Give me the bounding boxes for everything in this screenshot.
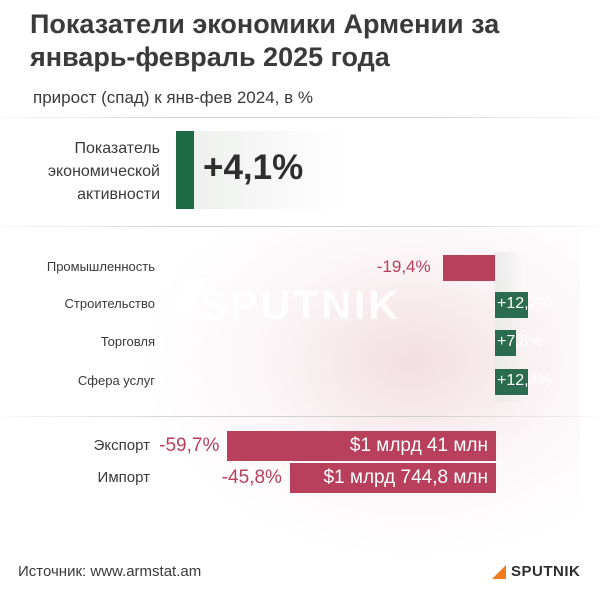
top-divider (0, 117, 600, 118)
sector-bar (495, 292, 528, 318)
kpi-value: +4,1% (203, 148, 304, 187)
trade-amount-label: $1 млрд 41 млн (349, 435, 488, 456)
sector-bar (442, 255, 495, 281)
lower-divider (0, 416, 600, 417)
sector-label: Промышленность (46, 259, 155, 274)
trade-value-label: -45,8% (221, 467, 282, 488)
sector-label: Строительство (64, 296, 155, 311)
brand-icon (492, 564, 506, 579)
brand-logo: SPUTNIK (492, 563, 580, 580)
trade-bar (289, 463, 496, 493)
source-note: Источник: www.armstat.am (18, 563, 202, 580)
sector-bar (495, 369, 529, 395)
trade-bar (227, 431, 496, 461)
trade-amount-label: $1 млрд 744,8 млн (323, 467, 488, 488)
kpi-label: Показатель экономической активности (47, 140, 160, 203)
sector-value-label: -19,4% (376, 257, 431, 276)
kpi-panel (194, 131, 344, 209)
trade-label: Экспорт (93, 437, 150, 454)
kpi-accent-bar (176, 131, 194, 209)
brand-name: SPUTNIK (511, 563, 581, 580)
sector-label: Торговля (100, 334, 155, 349)
trade-label: Импорт (97, 469, 150, 486)
watermark: SPUTNIK (200, 282, 401, 328)
sector-value-label: +12,4% (497, 372, 552, 389)
sector-label: Сфера услуг (77, 373, 155, 388)
page-subtitle: прирост (спад) к янв-фев 2024, в % (33, 88, 313, 107)
middle-divider (0, 226, 600, 227)
page-title: Показатели экономики Армении за январь-ф… (30, 9, 500, 72)
sector-value-label: +12,2% (497, 295, 552, 312)
sector-bar (495, 330, 517, 356)
trade-value-label: -59,7% (159, 435, 220, 456)
sector-value-label: +7,8% (497, 333, 543, 350)
